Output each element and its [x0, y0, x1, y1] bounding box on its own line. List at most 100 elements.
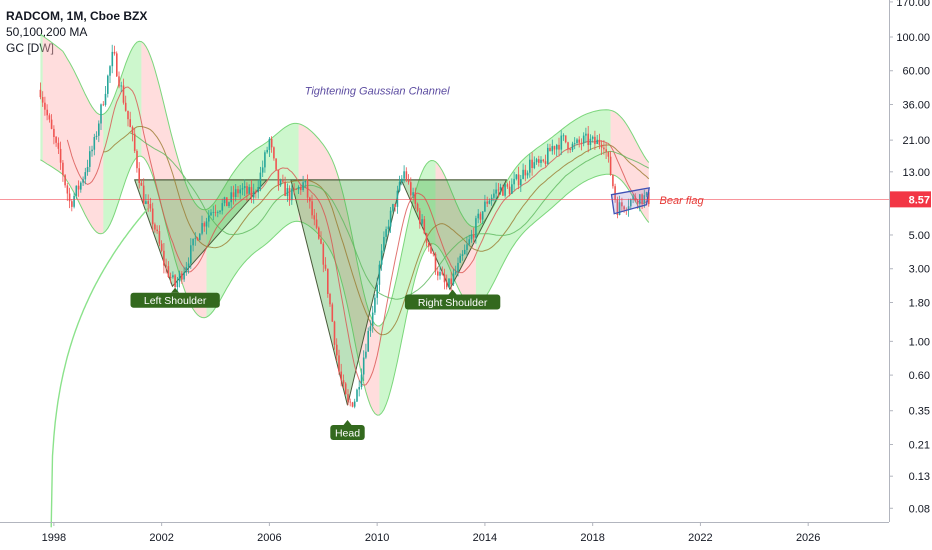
y-tick-label: 5.00: [909, 230, 930, 242]
candle-body: [380, 250, 383, 265]
candle-body: [297, 187, 300, 190]
candle-body: [571, 143, 574, 151]
candle-body: [535, 159, 538, 163]
candle-body: [154, 224, 156, 230]
candle-body: [158, 231, 161, 244]
candle-body: [351, 402, 354, 407]
callout-label: Left Shoulder: [144, 295, 207, 307]
candle-body: [145, 201, 147, 204]
bear-flag-box: [610, 187, 650, 215]
candle-body: [237, 189, 239, 194]
candle-body: [239, 189, 241, 194]
candle-body: [322, 243, 325, 265]
candle-body: [387, 226, 390, 229]
symbol-title[interactable]: RADCOM, 1M, Cboe BZX: [6, 9, 148, 23]
candle-body: [553, 146, 556, 150]
candle-body: [111, 51, 114, 67]
candle-body: [53, 128, 55, 137]
candle-body: [50, 119, 53, 129]
candle-body: [603, 147, 605, 150]
candle-body: [504, 184, 506, 196]
candle-body: [176, 281, 179, 287]
candle-body: [371, 312, 374, 327]
gc-indicator-label[interactable]: GC [DW]: [6, 41, 54, 55]
x-tick-label: 2006: [257, 532, 281, 544]
candle-body: [446, 282, 448, 288]
candle-body: [645, 192, 648, 196]
chart-legend: RADCOM, 1M, Cboe BZX 50,100,200 MA GC [D…: [6, 8, 147, 56]
ma-indicator-label[interactable]: 50,100,200 MA: [6, 25, 88, 39]
candle-body: [91, 149, 93, 152]
channel-band-segment: [206, 123, 299, 318]
candle-body: [648, 192, 650, 205]
candle-body: [187, 263, 190, 268]
y-tick-label: 0.08: [909, 503, 930, 515]
candle-body: [75, 185, 78, 196]
y-tick-label: 60.00: [902, 66, 930, 78]
candle-body: [291, 188, 293, 201]
y-tick-label: 3.00: [909, 264, 930, 276]
candle-body: [302, 182, 304, 190]
candle-body: [80, 182, 82, 190]
candle-body: [598, 139, 601, 145]
candle-body: [44, 102, 46, 110]
candle-body: [468, 239, 470, 245]
candle-body: [300, 187, 302, 191]
candle-body: [194, 237, 197, 239]
x-tick-label: 1998: [42, 532, 66, 544]
candle-body: [163, 250, 165, 266]
candle-body: [228, 202, 230, 207]
candle-body: [383, 236, 385, 251]
candle-body: [349, 401, 351, 403]
candle-body: [68, 193, 71, 202]
candle-body: [124, 102, 127, 111]
callout-label: Right Shoulder: [418, 297, 488, 309]
candle-body: [432, 253, 435, 255]
candle-body: [412, 192, 414, 196]
candle-body: [167, 266, 170, 277]
candle-body: [315, 219, 318, 228]
candle-body: [454, 271, 457, 274]
candle-body: [107, 75, 109, 94]
candle-body: [562, 135, 565, 137]
candle-body: [459, 255, 461, 263]
candle-body: [89, 151, 91, 167]
candle-body: [116, 53, 118, 77]
candle-body: [293, 188, 295, 190]
candle-body: [547, 147, 549, 164]
candle-body: [385, 229, 387, 237]
ma-100-line: [103, 126, 650, 336]
candle-body: [618, 202, 621, 215]
candle-body: [479, 213, 482, 220]
candle-body: [531, 159, 533, 168]
y-tick-label: 0.21: [909, 439, 930, 451]
channel-upper-line: [40, 33, 650, 327]
candle-body: [576, 139, 578, 143]
candle-body: [102, 104, 105, 106]
last-price-tag: [890, 191, 931, 208]
candle-body: [623, 206, 625, 210]
candle-body: [279, 180, 282, 186]
candle-body: [549, 147, 551, 152]
candle-body: [621, 202, 623, 207]
candle-body: [223, 197, 226, 204]
y-tick-label: 0.13: [909, 471, 930, 483]
candle-body: [585, 133, 587, 136]
candle-body: [336, 344, 338, 356]
candle-body: [284, 181, 286, 196]
candle-body: [39, 89, 42, 98]
candle-body: [313, 215, 316, 220]
candle-body: [369, 326, 372, 331]
candle-body: [495, 189, 497, 194]
candle-body: [174, 275, 176, 288]
candle-body: [630, 199, 632, 207]
candle-body: [203, 223, 206, 227]
candle-body: [183, 272, 185, 280]
candle-body: [367, 330, 369, 352]
callout-pointer: [343, 419, 352, 425]
candle-body: [257, 187, 259, 193]
y-tick-label: 36.00: [902, 100, 930, 112]
candle-body: [398, 182, 401, 191]
candle-body: [486, 201, 488, 204]
